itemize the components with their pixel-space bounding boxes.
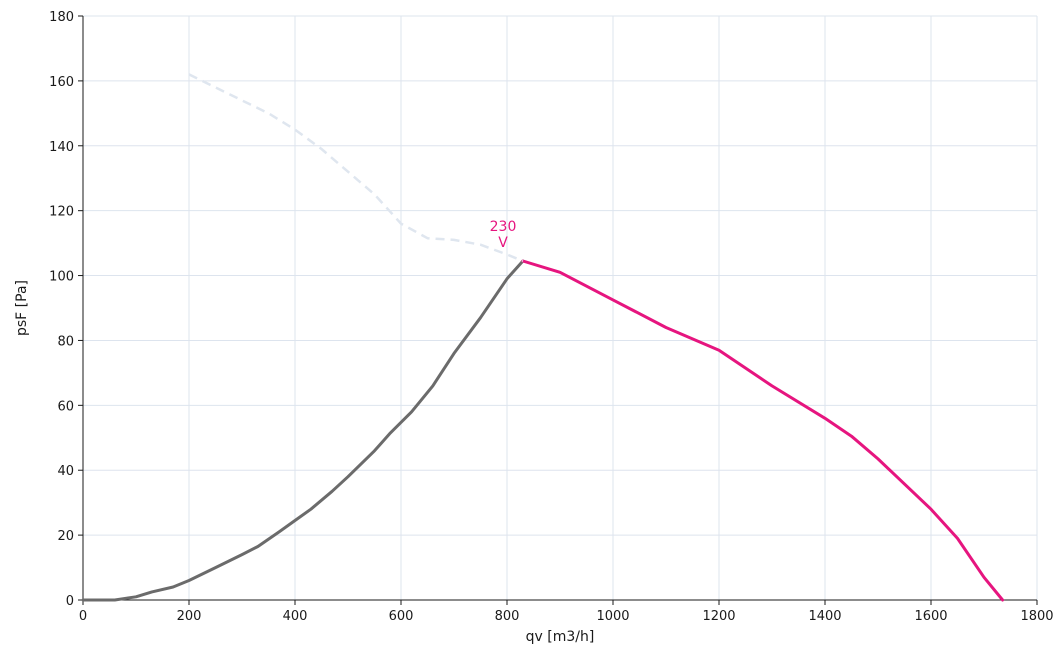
tick-label-y-80: 80	[57, 334, 74, 349]
tick-label-y-120: 120	[49, 205, 74, 220]
tick-label-x-1400: 1400	[808, 609, 841, 624]
tick-label-x-1200: 1200	[702, 609, 735, 624]
annotation-voltage-line-0: 230	[490, 219, 517, 235]
grid	[83, 15, 1038, 600]
tick-label-x-1800: 1800	[1020, 609, 1053, 624]
tick-label-y-40: 40	[57, 464, 74, 479]
series-line-system	[81, 259, 525, 602]
x-axis-title: qv [m3/h]	[526, 629, 595, 645]
series	[81, 73, 1005, 602]
tick-label-x-400: 400	[283, 609, 308, 624]
tick-label-x-0: 0	[79, 609, 87, 624]
tick-label-x-1600: 1600	[914, 609, 947, 624]
tick-label-x-200: 200	[177, 609, 202, 624]
tick-label-x-600: 600	[389, 609, 414, 624]
tick-label-x-800: 800	[495, 609, 520, 624]
tick-label-y-180: 180	[49, 10, 74, 25]
series-line-unstable	[188, 73, 524, 263]
tick-label-y-140: 140	[49, 140, 74, 155]
y-axis-title: psF [Pa]	[14, 280, 30, 336]
tick-label-y-100: 100	[49, 270, 74, 285]
tick-label-y-20: 20	[57, 529, 74, 544]
tick-labels: 0 200 400 600 800 1000 1200 1400 1600 1800 0 20 40 60…	[49, 10, 1053, 624]
tick-label-y-0: 0	[66, 594, 74, 609]
tick-label-y-160: 160	[49, 75, 74, 90]
tick-label-y-60: 60	[57, 399, 74, 414]
tick-label-x-1000: 1000	[596, 609, 629, 624]
axes	[82, 16, 1037, 601]
annotation-voltage-line-1: V	[498, 235, 508, 251]
series-line-fan	[521, 259, 1005, 602]
